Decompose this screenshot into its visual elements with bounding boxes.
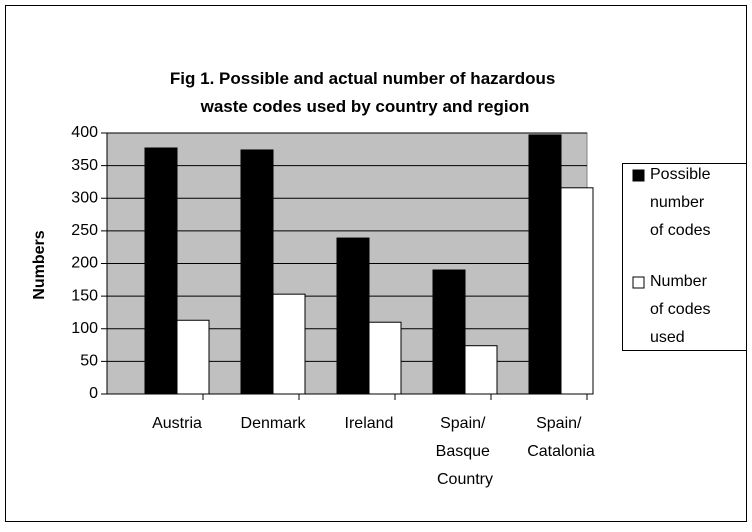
bar bbox=[368, 321, 402, 395]
y-tick-label: 200 bbox=[71, 255, 98, 272]
y-tick-label: 150 bbox=[71, 287, 98, 304]
bar bbox=[560, 187, 594, 395]
y-axis-label: Numbers bbox=[31, 230, 48, 299]
bar bbox=[272, 293, 306, 395]
y-tick-label: 50 bbox=[80, 353, 98, 370]
x-tick-label: Austria bbox=[152, 415, 202, 432]
legend-label: Possible number of codes bbox=[650, 166, 715, 239]
y-tick-label: 300 bbox=[71, 189, 98, 206]
y-tick-label: 350 bbox=[71, 157, 98, 174]
chart-title: Fig 1. Possible and actual number of haz… bbox=[170, 69, 560, 116]
x-tick-label: Spain/ Catalonia bbox=[527, 415, 595, 460]
bar bbox=[144, 147, 178, 395]
y-tick-label: 100 bbox=[71, 320, 98, 337]
bar bbox=[464, 345, 498, 395]
bar bbox=[336, 237, 370, 395]
legend-box bbox=[622, 163, 747, 351]
x-tick-label: Spain/ Basque Country bbox=[436, 415, 495, 488]
bar bbox=[432, 269, 466, 395]
bar bbox=[240, 149, 274, 395]
x-tick-label: Denmark bbox=[241, 415, 307, 432]
y-tick-label: 250 bbox=[71, 222, 98, 239]
legend-swatch bbox=[632, 276, 645, 289]
legend-label: Number of codes used bbox=[650, 273, 715, 346]
y-tick-label: 0 bbox=[89, 385, 98, 402]
y-tick-label: 400 bbox=[71, 124, 98, 141]
bar bbox=[176, 319, 210, 395]
legend-swatch bbox=[632, 169, 645, 182]
bar bbox=[528, 134, 562, 395]
x-tick-label: Ireland bbox=[345, 415, 394, 432]
